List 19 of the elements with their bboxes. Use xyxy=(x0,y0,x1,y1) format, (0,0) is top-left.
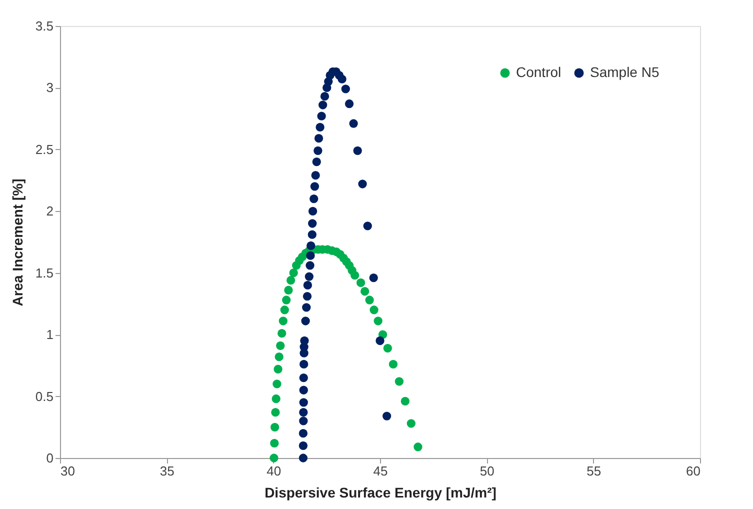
x-tick-label: 50 xyxy=(480,464,494,478)
y-axis-title: Area Increment [%] xyxy=(9,178,26,306)
x-tick-label: 60 xyxy=(686,464,700,478)
x-tick-label: 45 xyxy=(373,464,388,478)
y-tick-label: 1.5 xyxy=(35,265,54,280)
y-tick-label: 0.5 xyxy=(35,388,54,404)
legend-label: Sample N5 xyxy=(590,64,660,80)
x-axis-title: Dispersive Surface Energy [mJ/m²] xyxy=(264,484,496,500)
x-tick-label: 30 xyxy=(60,464,75,478)
y-tick-label: 3.5 xyxy=(35,18,54,34)
y-tick-label: 2 xyxy=(46,204,54,219)
y-tick-label: 2.5 xyxy=(35,142,54,157)
y-tick-label: 0 xyxy=(46,450,54,466)
x-tick-label: 35 xyxy=(160,464,174,478)
y-tick-label: 1 xyxy=(46,327,54,342)
legend-label: Control xyxy=(516,64,562,80)
x-tick-label: 40 xyxy=(266,464,282,478)
x-tick-label: 55 xyxy=(586,464,602,478)
y-tick-label: 3 xyxy=(46,80,54,96)
